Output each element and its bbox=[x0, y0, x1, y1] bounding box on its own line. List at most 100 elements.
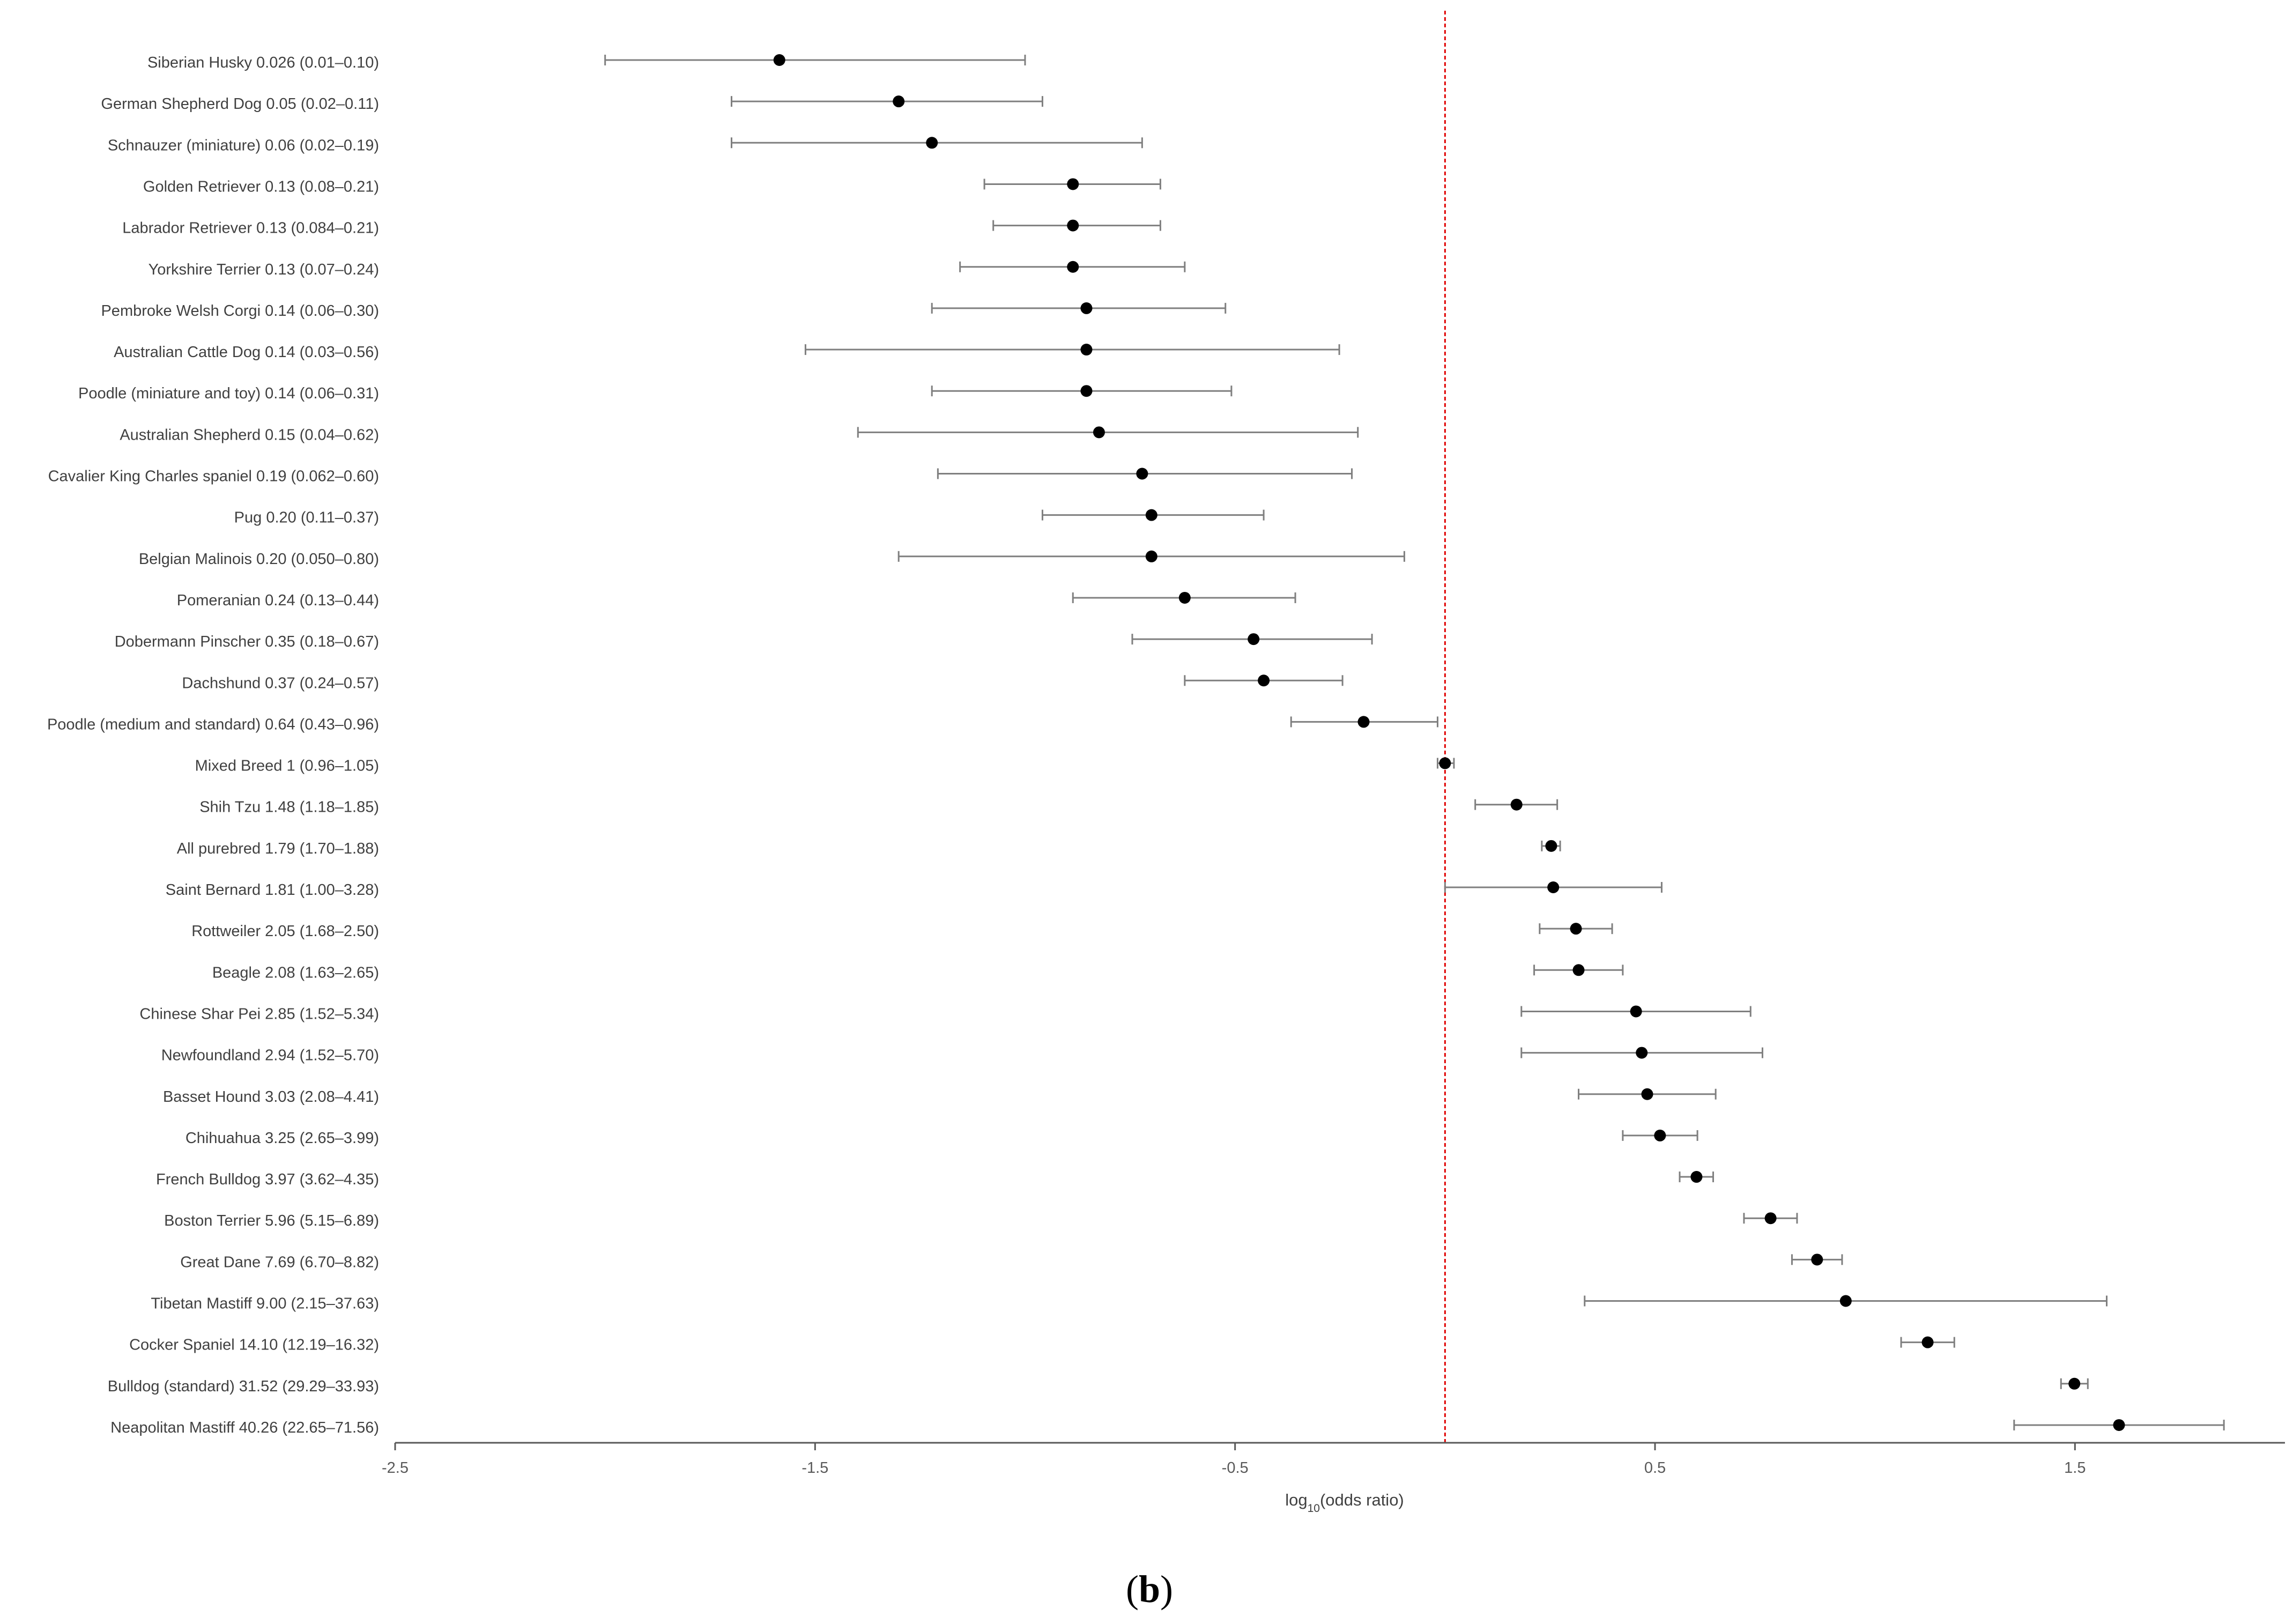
odds-ratio-point bbox=[1510, 798, 1523, 811]
odds-ratio-point bbox=[1067, 178, 1079, 190]
forest-row: Mixed Breed 1 (0.96–1.05) bbox=[195, 757, 1455, 775]
forest-row: Pug 0.20 (0.11–0.37) bbox=[234, 509, 1265, 526]
row-label: Pembroke Welsh Corgi 0.14 (0.06–0.30) bbox=[101, 302, 379, 320]
row-label: Mixed Breed 1 (0.96–1.05) bbox=[195, 758, 379, 775]
row-label: Pomeranian 0.24 (0.13–0.44) bbox=[177, 592, 379, 609]
forest-row: Pomeranian 0.24 (0.13–0.44) bbox=[177, 591, 1296, 609]
odds-ratio-point bbox=[1145, 550, 1157, 562]
forest-row: Australian Shepherd 0.15 (0.04–0.62) bbox=[120, 426, 1359, 443]
forest-rows: Siberian Husky 0.026 (0.01–0.10) German S… bbox=[47, 54, 2225, 1436]
row-label: Dachshund 0.37 (0.24–0.57) bbox=[182, 674, 379, 692]
odds-ratio-point bbox=[1357, 716, 1370, 728]
odds-ratio-point bbox=[926, 137, 938, 149]
forest-row: Pembroke Welsh Corgi 0.14 (0.06–0.30) bbox=[101, 302, 1227, 320]
row-label: Pug 0.20 (0.11–0.37) bbox=[234, 509, 379, 526]
forest-row: Schnauzer (miniature) 0.06 (0.02–0.19) bbox=[108, 137, 1143, 154]
forest-row: Saint Bernard 1.81 (1.00–3.28) bbox=[166, 881, 1663, 899]
row-label: Chinese Shar Pei 2.85 (1.52–5.34) bbox=[139, 1005, 379, 1022]
forest-row: Cocker Spaniel 14.10 (12.19–16.32) bbox=[129, 1336, 1955, 1354]
row-label: Basset Hound 3.03 (2.08–4.41) bbox=[163, 1088, 379, 1106]
row-label: Labrador Retriever 0.13 (0.084–0.21) bbox=[122, 220, 379, 237]
forest-row: Rottweiler 2.05 (1.68–2.50) bbox=[191, 923, 1613, 940]
odds-ratio-point bbox=[1248, 633, 1260, 646]
forest-row: Bulldog (standard) 31.52 (29.29–33.93) bbox=[108, 1377, 2089, 1395]
odds-ratio-point bbox=[1080, 344, 1093, 356]
forest-row: Basset Hound 3.03 (2.08–4.41) bbox=[163, 1088, 1717, 1106]
row-label: Yorkshire Terrier 0.13 (0.07–0.24) bbox=[149, 261, 379, 278]
odds-ratio-point bbox=[1636, 1047, 1648, 1059]
row-label: Siberian Husky 0.026 (0.01–0.10) bbox=[147, 54, 379, 71]
row-label: Poodle (miniature and toy) 0.14 (0.06–0.… bbox=[78, 385, 379, 402]
forest-row: German Shepherd Dog 0.05 (0.02–0.11) bbox=[101, 95, 1043, 113]
row-label: Schnauzer (miniature) 0.06 (0.02–0.19) bbox=[108, 137, 379, 154]
odds-ratio-point bbox=[1178, 591, 1191, 604]
row-label: Newfoundland 2.94 (1.52–5.70) bbox=[161, 1047, 379, 1064]
forest-row: Neapolitan Mastiff 40.26 (22.65–71.56) bbox=[110, 1419, 2225, 1436]
x-tick-label: -2.5 bbox=[382, 1459, 409, 1477]
forest-row: Poodle (medium and standard) 0.64 (0.43–… bbox=[47, 716, 1438, 733]
row-label: Beagle 2.08 (1.63–2.65) bbox=[212, 964, 379, 981]
odds-ratio-point bbox=[1080, 385, 1093, 397]
row-label: Cavalier King Charles spaniel 0.19 (0.06… bbox=[48, 468, 379, 485]
row-label: Tibetan Mastiff 9.00 (2.15–37.63) bbox=[151, 1295, 379, 1312]
row-label: Belgian Malinois 0.20 (0.050–0.80) bbox=[139, 551, 379, 568]
x-axis-title: log10(odds ratio) bbox=[1285, 1490, 1404, 1515]
odds-ratio-point bbox=[1654, 1129, 1666, 1141]
row-label: Rottweiler 2.05 (1.68–2.50) bbox=[191, 923, 379, 940]
forest-row: Dachshund 0.37 (0.24–0.57) bbox=[182, 674, 1344, 692]
row-label: Saint Bernard 1.81 (1.00–3.28) bbox=[166, 881, 379, 899]
odds-ratio-point bbox=[1545, 840, 1557, 852]
odds-ratio-point bbox=[1839, 1295, 1852, 1307]
odds-ratio-point bbox=[773, 54, 785, 66]
forest-row: Beagle 2.08 (1.63–2.65) bbox=[212, 964, 1624, 981]
forest-row: Siberian Husky 0.026 (0.01–0.10) bbox=[147, 54, 1026, 71]
odds-ratio-point bbox=[1145, 509, 1157, 521]
row-label: Australian Shepherd 0.15 (0.04–0.62) bbox=[120, 426, 379, 443]
row-label: Cocker Spaniel 14.10 (12.19–16.32) bbox=[129, 1337, 379, 1354]
odds-ratio-point bbox=[2113, 1419, 2125, 1431]
odds-ratio-point bbox=[1439, 757, 1451, 769]
forest-row: Boston Terrier 5.96 (5.15–6.89) bbox=[164, 1212, 1798, 1229]
panel-label: (b) bbox=[1126, 1568, 1173, 1611]
row-label: Boston Terrier 5.96 (5.15–6.89) bbox=[164, 1212, 379, 1229]
forest-row: Tibetan Mastiff 9.00 (2.15–37.63) bbox=[151, 1295, 2108, 1312]
forest-row: Australian Cattle Dog 0.14 (0.03–0.56) bbox=[114, 344, 1340, 361]
x-tick-label: 1.5 bbox=[2064, 1459, 2086, 1477]
odds-ratio-point bbox=[1080, 302, 1093, 314]
forest-row: Labrador Retriever 0.13 (0.084–0.21) bbox=[122, 219, 1161, 237]
forest-row: French Bulldog 3.97 (3.62–4.35) bbox=[156, 1171, 1714, 1188]
odds-ratio-point bbox=[1067, 219, 1079, 232]
row-label: Great Dane 7.69 (6.70–8.82) bbox=[180, 1254, 379, 1271]
odds-ratio-point bbox=[1093, 426, 1105, 439]
forest-row: Poodle (miniature and toy) 0.14 (0.06–0.… bbox=[78, 385, 1233, 402]
forest-row: Great Dane 7.69 (6.70–8.82) bbox=[180, 1254, 1843, 1271]
row-label: Australian Cattle Dog 0.14 (0.03–0.56) bbox=[114, 344, 379, 361]
odds-ratio-point bbox=[1641, 1088, 1653, 1100]
odds-ratio-point bbox=[1067, 261, 1079, 273]
row-label: Bulldog (standard) 31.52 (29.29–33.93) bbox=[108, 1378, 379, 1395]
odds-ratio-point bbox=[2068, 1377, 2081, 1390]
row-label: Poodle (medium and standard) 0.64 (0.43–… bbox=[47, 716, 379, 733]
odds-ratio-point bbox=[1764, 1212, 1777, 1225]
odds-ratio-point bbox=[1547, 881, 1560, 893]
row-label: French Bulldog 3.97 (3.62–4.35) bbox=[156, 1171, 379, 1188]
forest-row: Dobermann Pinscher 0.35 (0.18–0.67) bbox=[115, 633, 1373, 650]
forest-row: Chinese Shar Pei 2.85 (1.52–5.34) bbox=[139, 1005, 1752, 1022]
row-label: Chihuahua 3.25 (2.65–3.99) bbox=[185, 1130, 379, 1147]
forest-row: Cavalier King Charles spaniel 0.19 (0.06… bbox=[48, 468, 1353, 485]
x-tick-label: 0.5 bbox=[1644, 1459, 1666, 1477]
x-tick-label: -0.5 bbox=[1222, 1459, 1249, 1477]
row-label: German Shepherd Dog 0.05 (0.02–0.11) bbox=[101, 95, 379, 113]
row-label: Shih Tzu 1.48 (1.18–1.85) bbox=[199, 799, 379, 816]
forest-row: Yorkshire Terrier 0.13 (0.07–0.24) bbox=[149, 261, 1186, 278]
odds-ratio-point bbox=[893, 95, 905, 108]
odds-ratio-point bbox=[1811, 1254, 1823, 1266]
odds-ratio-point bbox=[1630, 1005, 1642, 1018]
odds-ratio-point bbox=[1921, 1336, 1934, 1348]
odds-ratio-point bbox=[1690, 1171, 1703, 1183]
row-label: Neapolitan Mastiff 40.26 (22.65–71.56) bbox=[110, 1419, 379, 1436]
odds-ratio-point bbox=[1258, 674, 1270, 687]
x-tick-label: -1.5 bbox=[802, 1459, 828, 1477]
forest-row: Golden Retriever 0.13 (0.08–0.21) bbox=[143, 178, 1161, 195]
